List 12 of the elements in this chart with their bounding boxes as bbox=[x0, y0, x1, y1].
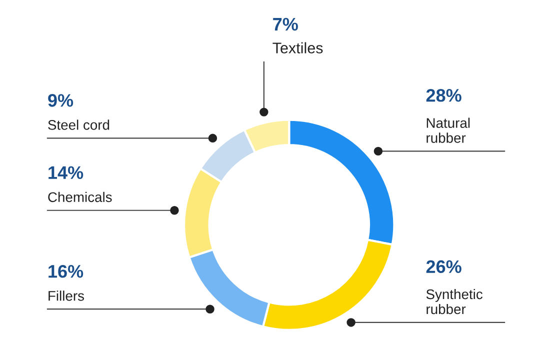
slice-label: Textiles bbox=[272, 42, 323, 54]
data-label: 9% bbox=[48, 94, 74, 107]
slice-label: Chemicals bbox=[48, 192, 112, 202]
data-label: 28% bbox=[426, 88, 462, 102]
data-label: 14% bbox=[48, 166, 84, 179]
data-label: 7% bbox=[273, 18, 298, 31]
slice-label: Natural rubber bbox=[426, 118, 470, 143]
slice-label: Synthetic rubber bbox=[426, 288, 482, 314]
data-label: 26% bbox=[426, 260, 462, 274]
data-label: 16% bbox=[48, 264, 84, 278]
slice-label: Fillers bbox=[48, 290, 84, 301]
slice-label: Steel cord bbox=[48, 120, 110, 130]
